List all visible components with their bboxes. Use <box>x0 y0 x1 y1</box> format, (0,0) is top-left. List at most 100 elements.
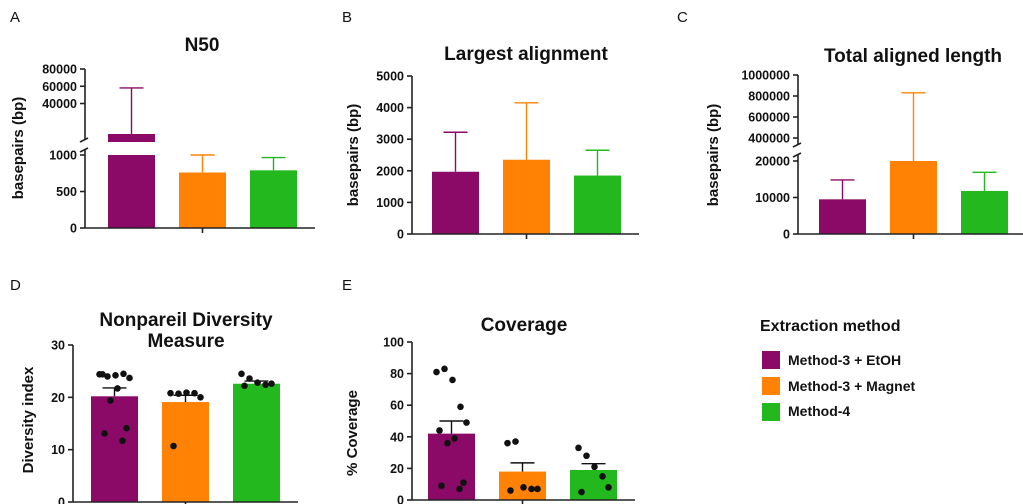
chart-b-ylabel: basepairs (bp) <box>345 104 362 207</box>
chart-e-point-1-4 <box>534 485 541 493</box>
chart-d-point-0-9 <box>101 430 108 437</box>
legend-swatch-etoh <box>762 351 780 369</box>
chart-c-bar-2 <box>961 190 1008 234</box>
chart-a-bar-0-upper <box>108 134 155 142</box>
chart-e-ytick-label-4: 80 <box>390 367 404 381</box>
chart-e-point-0-8 <box>460 479 467 486</box>
chart-e-point-0-3 <box>457 403 464 411</box>
chart-a-title: N50 <box>185 35 220 56</box>
chart-e-point-2-5 <box>578 488 585 496</box>
chart-b-bar-0 <box>432 171 479 234</box>
chart-a-upper-ytick-label-0: 40000 <box>42 97 77 111</box>
chart-d-ytick-label-3: 30 <box>51 339 65 353</box>
chart-e-ytick-label-0: 0 <box>397 494 404 504</box>
chart-b-ytick-label-0: 0 <box>397 228 404 242</box>
chart-e-point-2-3 <box>599 473 606 480</box>
chart-a-upper-ytick-label-1: 60000 <box>42 80 77 94</box>
chart-e-ytick-label-3: 60 <box>390 399 404 413</box>
chart-d-point-2-3 <box>262 381 269 389</box>
chart-d-ytick-label-1: 10 <box>51 443 65 457</box>
chart-c-bar-1 <box>890 161 937 234</box>
chart-e-point-2-4 <box>605 484 612 491</box>
chart-a-bar-2 <box>250 170 297 228</box>
chart-a-lower-ytick-label-2: 1000 <box>49 149 77 163</box>
chart-e-point-1-2 <box>520 484 527 491</box>
plot-area: 0500100040000600008000001000020000400000… <box>42 63 1023 504</box>
chart-a-lower-ytick-label-0: 0 <box>70 222 77 236</box>
legend-label-etoh: Method-3 + EtOH <box>788 352 901 368</box>
chart-b-ytick-label-3: 3000 <box>376 133 404 147</box>
chart-d-point-1-4 <box>197 394 204 401</box>
chart-d-point-1-2 <box>183 389 190 396</box>
chart-d-point-2-4 <box>268 380 275 388</box>
chart-d-point-0-8 <box>123 424 130 432</box>
panel-label-e: E <box>342 277 352 294</box>
chart-d-point-1-3 <box>191 389 198 397</box>
chart-e-point-0-1 <box>441 365 448 373</box>
chart-d-point-0-1 <box>104 373 111 380</box>
legend-swatch-method4 <box>762 403 780 421</box>
chart-d-point-0-7 <box>107 397 114 404</box>
legend-label-magnet: Method-3 + Magnet <box>788 378 916 394</box>
panel-label-d: D <box>10 277 21 294</box>
legend-swatch-magnet <box>762 377 780 395</box>
chart-e-point-0-10 <box>456 485 463 493</box>
chart-d-ylabel: Diversity index <box>20 366 37 473</box>
chart-c-axis-break-mark-upper <box>792 142 802 148</box>
chart-a-lower-ytick-label-1: 500 <box>56 185 77 199</box>
panel-label-b: B <box>342 9 352 26</box>
legend: Extraction method Method-3 + EtOH Method… <box>760 318 916 421</box>
chart-e-ytick-label-1: 20 <box>390 462 404 476</box>
chart-b-bar-1 <box>503 159 550 234</box>
chart-e-ylabel: % Coverage <box>344 390 361 476</box>
chart-c-ylabel: basepairs (bp) <box>705 104 722 207</box>
chart-e-point-0-9 <box>438 482 445 490</box>
chart-d-point-1-5 <box>170 442 177 450</box>
chart-c-upper-ytick-label-0: 400000 <box>748 132 790 146</box>
chart-c-bar-0 <box>819 199 866 234</box>
chart-e-ytick-label-5: 100 <box>383 336 404 350</box>
chart-d-point-0-4 <box>126 374 133 382</box>
chart-e-point-0-6 <box>451 435 458 442</box>
chart-e-point-0-5 <box>436 427 443 434</box>
chart-d-point-2-0 <box>238 370 245 378</box>
panel-label-a: A <box>10 9 20 26</box>
chart-b-title: Largest alignment <box>444 44 608 65</box>
chart-e-point-1-5 <box>507 487 514 494</box>
chart-e-point-1-3 <box>528 485 535 493</box>
chart-e-point-1-1 <box>512 438 519 445</box>
chart-e-point-0-0 <box>433 368 440 376</box>
chart-e-point-2-2 <box>591 463 598 471</box>
chart-a-axis-break-mark-lower <box>79 147 89 153</box>
chart-b-ytick-label-5: 5000 <box>376 70 404 84</box>
chart-d-point-2-2 <box>254 379 261 386</box>
chart-e-point-0-2 <box>449 376 456 384</box>
chart-d-point-0-5 <box>99 371 106 378</box>
chart-b-ytick-label-1: 1000 <box>376 196 404 210</box>
chart-a-ylabel: basepairs (bp) <box>10 97 27 200</box>
chart-d-ytick-label-2: 20 <box>51 391 65 405</box>
chart-e-bar-0 <box>428 433 475 500</box>
chart-d-point-0-6 <box>114 385 121 392</box>
chart-b-ytick-label-2: 2000 <box>376 164 404 178</box>
chart-d-title-line-2: Measure <box>147 331 224 352</box>
chart-c-lower-ytick-label-0: 0 <box>783 228 790 242</box>
legend-label-method4: Method-4 <box>788 403 850 419</box>
chart-c-upper-ytick-label-1: 600000 <box>748 111 790 125</box>
chart-c-title: Total aligned length <box>824 46 1002 67</box>
chart-d-title-line-1: Nonpareil Diversity <box>99 310 273 331</box>
chart-e-title: Coverage <box>481 315 568 336</box>
chart-d-point-2-1 <box>246 375 253 382</box>
chart-a-axis-break-mark-upper <box>79 137 89 143</box>
chart-e-point-2-1 <box>583 452 590 460</box>
chart-d-ytick-label-0: 0 <box>58 496 65 504</box>
chart-d-bar-1 <box>162 402 209 502</box>
chart-a-upper-ytick-label-2: 80000 <box>42 63 77 77</box>
chart-c-upper-ytick-label-3: 1000000 <box>741 69 790 83</box>
chart-c-lower-ytick-label-2: 20000 <box>755 155 790 169</box>
chart-d-point-0-10 <box>119 437 126 445</box>
chart-d-point-0-2 <box>112 372 119 379</box>
chart-b-ytick-label-4: 4000 <box>376 101 404 115</box>
chart-c-upper-ytick-label-2: 800000 <box>748 90 790 104</box>
